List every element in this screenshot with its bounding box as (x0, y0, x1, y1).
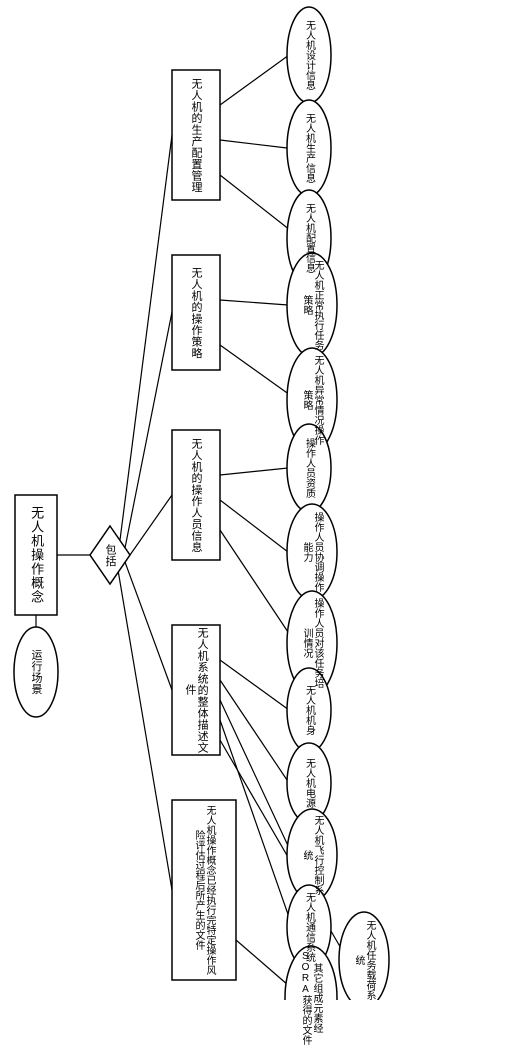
edge (220, 468, 288, 475)
edge (220, 660, 289, 710)
leaf-label: 操作人员资质 (291, 428, 327, 508)
leaf-label: 操作人员协调操作能力 (290, 509, 334, 595)
leaf-label: 无人机电源 (291, 747, 327, 819)
edge (120, 135, 172, 540)
edge (220, 175, 290, 230)
branch-label: 无人机系统的整体描述文件 (172, 625, 220, 755)
branch-label: 无人机的生产配置管理 (172, 70, 220, 200)
branch-label: 无人机的操作策略 (172, 255, 220, 370)
context-label: 运行场景 (18, 632, 54, 712)
edge (125, 312, 172, 548)
edge (220, 55, 289, 105)
leaf-label: 无人机设计信息 (291, 12, 327, 98)
edge (220, 345, 290, 395)
leaf-label: 无人机任务载荷系统 (342, 916, 386, 1004)
edge (125, 562, 172, 690)
branch-label: 无人机操作概念已经执行完特定操作风险评估过程后所产生的文件 (174, 802, 234, 978)
relation-label: 包括 (98, 530, 122, 580)
edge (220, 140, 287, 148)
edge (220, 680, 289, 783)
edge (220, 500, 288, 552)
edge (236, 940, 288, 985)
branch-label: 无人机的操作人员信息 (172, 430, 220, 560)
leaf-label: 无人机正常执行任务策略 (290, 258, 334, 352)
root-concept-label: 无人机操作概念 (15, 495, 57, 615)
edge (130, 495, 172, 555)
edge (220, 300, 288, 305)
leaf-label: 无人机机身 (291, 672, 327, 748)
leaf-label: 其它组成元素经SORA获得的文件 (288, 950, 334, 1046)
leaf-label: 无人机飞行控制系统 (290, 813, 334, 897)
leaf-label: 无人机生产信息 (291, 105, 327, 191)
